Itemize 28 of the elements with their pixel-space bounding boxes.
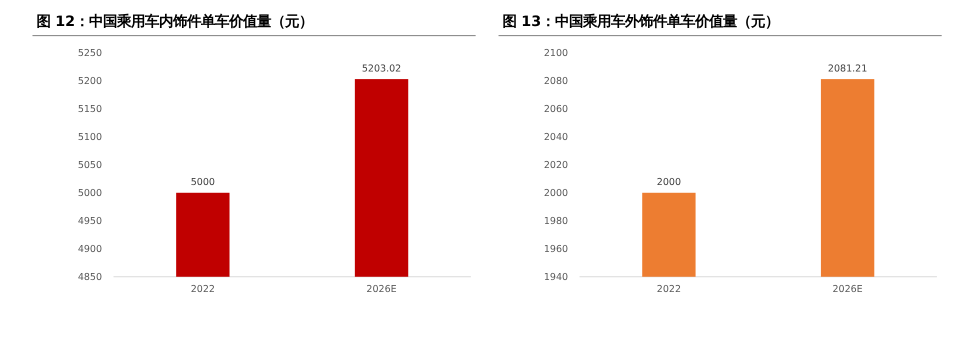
y-tick-label: 1960	[544, 244, 568, 255]
y-tick-label: 2000	[544, 188, 568, 199]
data-label: 2081.21	[828, 63, 868, 74]
y-tick-label: 4900	[78, 244, 102, 255]
x-tick-label: 2022	[656, 284, 682, 296]
data-label: 5000	[190, 177, 215, 188]
chart-title: 图 12：中国乘用车内饰件单车价值量（元）	[36, 13, 314, 30]
x-tick-label: 2022	[190, 284, 215, 296]
y-tick-label: 2060	[544, 104, 568, 115]
y-tick-label: 4950	[78, 216, 102, 227]
y-tick-label: 2040	[544, 132, 568, 143]
y-tick-label: 1940	[544, 272, 568, 283]
y-tick-label: 5250	[78, 48, 102, 59]
y-tick-label: 4850	[78, 272, 102, 283]
y-tick-label: 2020	[544, 160, 568, 171]
y-tick-label: 5200	[78, 76, 102, 87]
x-tick-label: 2026E	[832, 284, 863, 296]
y-tick-label: 5000	[78, 188, 102, 199]
x-tick-label: 2026E	[366, 284, 397, 296]
y-tick-label: 1980	[544, 216, 568, 227]
y-tick-label: 2080	[544, 76, 568, 87]
chart-title: 图 13：中国乘用车外饰件单车价值量（元）	[502, 13, 780, 30]
y-tick-label: 5100	[78, 132, 102, 143]
data-label: 2000	[656, 177, 682, 188]
data-label: 5203.02	[362, 63, 402, 74]
y-tick-label: 5050	[78, 160, 102, 171]
y-tick-label: 5150	[78, 104, 102, 115]
y-tick-label: 2100	[544, 48, 568, 59]
